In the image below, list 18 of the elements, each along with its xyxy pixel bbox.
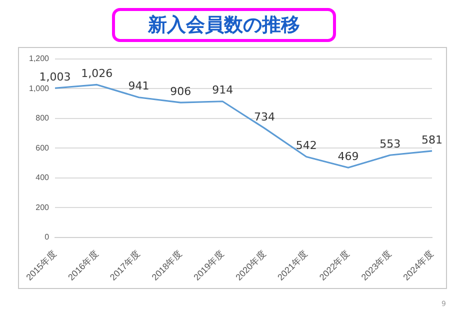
y-tick-label: 1,000	[28, 84, 50, 93]
data-label: 941	[128, 80, 150, 93]
data-label: 1,026	[81, 67, 113, 80]
y-tick-label: 200	[36, 202, 50, 212]
y-tick-label: 400	[36, 173, 50, 182]
y-tick-label: 800	[36, 114, 50, 123]
data-label: 469	[338, 150, 359, 164]
data-label: 734	[254, 110, 275, 124]
y-tick-label: 600	[36, 143, 50, 152]
data-label: 914	[212, 84, 234, 97]
data-label: 1,003	[39, 70, 71, 84]
data-label: 553	[380, 137, 401, 150]
chart-title: 新入会員数の推移	[112, 8, 336, 42]
data-label: 581	[422, 133, 442, 146]
data-label: 906	[170, 84, 192, 98]
y-tick-label: 1,200	[28, 54, 50, 64]
data-label: 542	[296, 139, 317, 152]
y-tick-label: 0	[44, 232, 50, 242]
